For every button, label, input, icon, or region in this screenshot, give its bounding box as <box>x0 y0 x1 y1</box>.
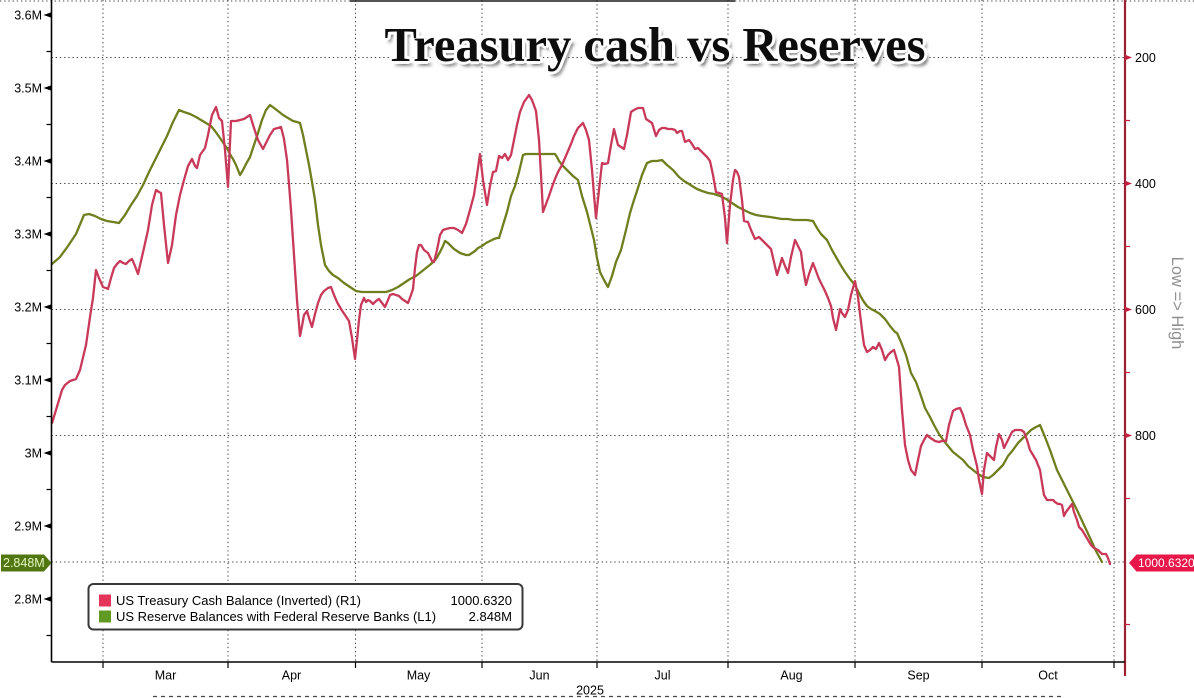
svg-text:1000.6320: 1000.6320 <box>451 593 512 608</box>
svg-text:3.6M: 3.6M <box>14 9 42 23</box>
svg-text:Oct: Oct <box>1038 669 1058 683</box>
svg-text:Jul: Jul <box>655 669 671 683</box>
svg-text:3.2M: 3.2M <box>14 301 42 315</box>
svg-text:Low => High: Low => High <box>1168 257 1186 350</box>
svg-text:Sep: Sep <box>907 669 929 683</box>
svg-text:May: May <box>407 669 431 683</box>
svg-text:2025: 2025 <box>576 684 604 698</box>
svg-text:3.3M: 3.3M <box>14 228 42 242</box>
svg-text:2.8M: 2.8M <box>14 593 42 607</box>
svg-text:600: 600 <box>1135 303 1156 317</box>
svg-text:3.1M: 3.1M <box>14 374 42 388</box>
svg-text:2.848M: 2.848M <box>3 556 45 570</box>
svg-text:Aug: Aug <box>780 669 802 683</box>
svg-text:800: 800 <box>1135 429 1156 443</box>
svg-text:3.5M: 3.5M <box>14 82 42 96</box>
svg-text:3M: 3M <box>25 447 42 461</box>
svg-text:400: 400 <box>1135 177 1156 191</box>
svg-text:200: 200 <box>1135 51 1156 65</box>
svg-text:2.848M: 2.848M <box>469 609 512 624</box>
svg-text:Apr: Apr <box>282 669 301 683</box>
svg-text:US Reserve Balances with Feder: US Reserve Balances with Federal Reserve… <box>116 609 436 624</box>
svg-text:Mar: Mar <box>155 669 177 683</box>
svg-text:2.9M: 2.9M <box>14 520 42 534</box>
svg-text:Jun: Jun <box>529 669 549 683</box>
svg-text:3.4M: 3.4M <box>14 155 42 169</box>
svg-text:US Treasury Cash Balance (Inve: US Treasury Cash Balance (Inverted) (R1) <box>116 593 361 608</box>
svg-text:1000.6320: 1000.6320 <box>1138 556 1194 570</box>
